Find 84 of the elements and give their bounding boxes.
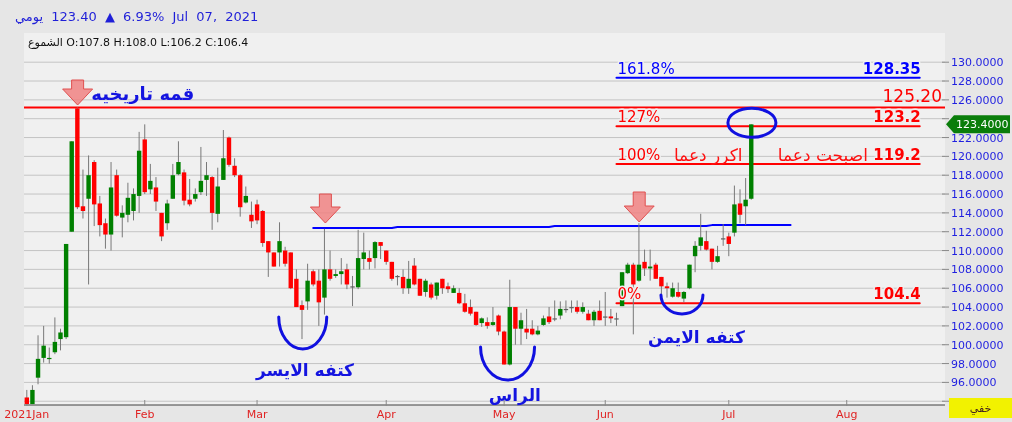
candlestick xyxy=(698,213,703,252)
series-label: 161.8% xyxy=(617,59,675,78)
candlestick xyxy=(372,240,378,269)
candlestick xyxy=(490,306,496,327)
candlestick xyxy=(642,249,647,277)
ref-line-label: 125.20 xyxy=(882,86,942,107)
y-tick-label: 98.0000 xyxy=(951,357,997,371)
candlestick xyxy=(513,306,518,346)
candlestick xyxy=(86,154,91,285)
candlestick xyxy=(282,246,288,268)
candlestick xyxy=(221,129,226,181)
annotation: اصبحت دعما xyxy=(777,145,868,165)
candlestick xyxy=(743,177,748,226)
candlestick xyxy=(159,212,164,242)
candlestick xyxy=(569,299,574,314)
data-label: 123.2 xyxy=(873,108,921,127)
candlestick xyxy=(232,157,237,178)
y-tick-label: 114.0000 xyxy=(951,206,1004,220)
candlestick xyxy=(546,306,552,325)
candlestick xyxy=(204,161,209,197)
candlestick xyxy=(35,334,41,385)
candlestick xyxy=(120,204,125,238)
candlestick xyxy=(327,250,333,282)
candlestick xyxy=(367,250,372,270)
y-tick-label: 104.0000 xyxy=(951,301,1004,315)
annotation: اكرر دعما xyxy=(673,145,743,165)
y-tick-label: 122.0000 xyxy=(951,131,1004,145)
y-tick-label: 102.0000 xyxy=(951,319,1004,333)
candlestick xyxy=(608,308,614,324)
x-tick-label: May xyxy=(492,408,517,421)
candlestick xyxy=(148,163,153,195)
candlestick xyxy=(552,299,557,322)
y-tick-label: 96.0000 xyxy=(951,376,997,390)
candlestick xyxy=(496,314,501,336)
candlestick xyxy=(344,263,350,290)
candlestick xyxy=(664,282,670,299)
candlestick xyxy=(361,232,366,270)
y-tick-label: 100.0000 xyxy=(951,338,1004,352)
x-tick-label: Mar xyxy=(246,408,268,421)
candlestick xyxy=(277,221,282,268)
annotation: قمه تاريخيه xyxy=(91,83,195,104)
candlestick xyxy=(518,312,524,346)
candlestick xyxy=(41,325,46,364)
data-label: 104.4 xyxy=(873,285,921,304)
candlestick xyxy=(170,163,176,200)
candlestick xyxy=(687,264,692,290)
text: 123.4000 xyxy=(956,118,1009,132)
x-tick-label: Jul xyxy=(721,408,736,421)
y-tick-label: 128.0000 xyxy=(951,75,1004,89)
x-tick-label: 2021Jan xyxy=(4,408,50,421)
candlestick xyxy=(153,176,159,212)
y-tick-label: 130.0000 xyxy=(951,56,1004,70)
y-tick-label: 112.0000 xyxy=(951,225,1004,239)
candlestick xyxy=(339,257,344,285)
candlestick xyxy=(165,199,170,231)
annotation: كتفه الايمن xyxy=(648,327,746,348)
series-label: 100% xyxy=(617,145,661,164)
candlestick xyxy=(726,232,731,257)
y-tick-label: 110.0000 xyxy=(951,244,1004,258)
data-label: 119.2 xyxy=(873,145,921,164)
y-tick-label: 106.0000 xyxy=(951,282,1004,296)
x-tick-label: Apr xyxy=(376,408,397,421)
y-tick-label: 126.0000 xyxy=(951,93,1004,107)
candlestick xyxy=(395,274,400,286)
candlestick xyxy=(737,188,743,224)
x-tick-label: Jun xyxy=(595,408,614,421)
annotation: الراس xyxy=(488,385,541,406)
candlestick xyxy=(406,260,411,295)
candlestick xyxy=(636,222,642,283)
series-label: 127% xyxy=(617,108,661,127)
y-tick-label: 120.0000 xyxy=(951,150,1004,164)
annotation: كتفه الايسر xyxy=(254,360,355,381)
candlestick xyxy=(603,291,608,327)
y-tick-label: 116.0000 xyxy=(951,188,1004,202)
candlestick xyxy=(305,263,310,311)
data-label: 128.35 xyxy=(862,59,921,78)
x-tick-label: Aug xyxy=(835,408,858,421)
x-tick-label: Feb xyxy=(135,408,155,421)
candlestick xyxy=(720,223,726,247)
text: خفي xyxy=(969,402,992,415)
candlestick xyxy=(350,275,355,307)
candlestick xyxy=(176,140,181,176)
y-tick-label: 108.0000 xyxy=(951,263,1004,277)
y-tick-label: 118.0000 xyxy=(951,169,1004,183)
